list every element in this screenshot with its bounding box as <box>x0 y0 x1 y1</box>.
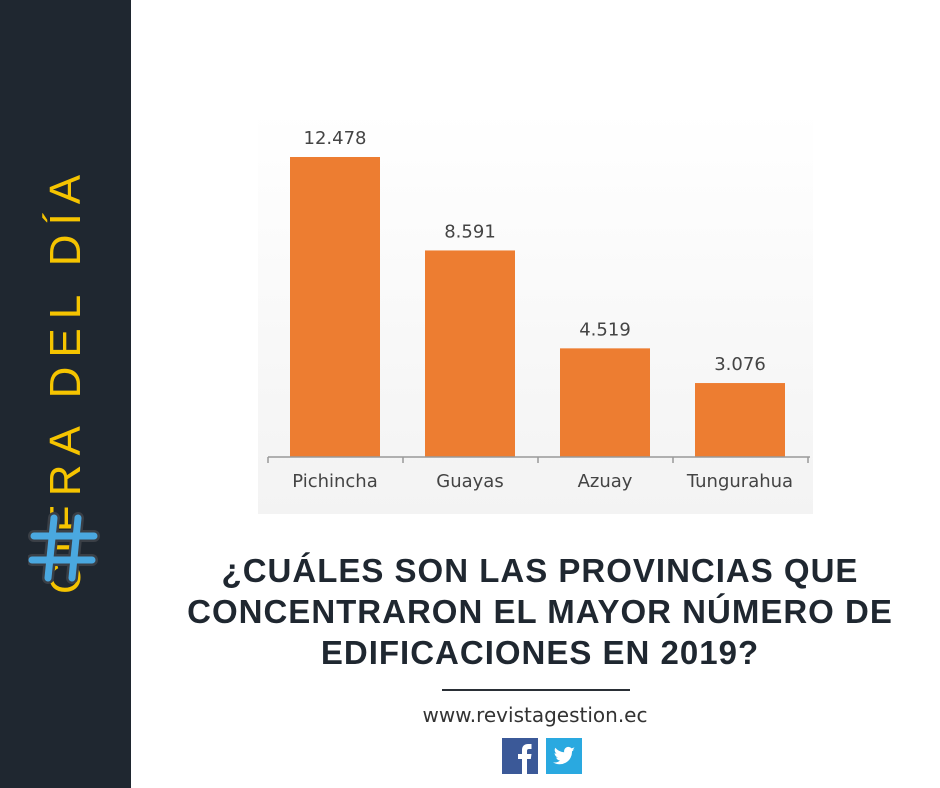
bar-azuay <box>560 348 650 457</box>
data-label: 12.478 <box>304 128 367 149</box>
x-tick-label: Guayas <box>436 471 503 492</box>
data-label: 8.591 <box>444 221 496 242</box>
sidebar: CIFRA DEL DÍA <box>0 0 131 788</box>
divider <box>442 689 630 691</box>
twitter-icon[interactable] <box>546 738 582 774</box>
hashtag-icon <box>28 512 100 584</box>
x-tick-label: Pichincha <box>292 471 378 492</box>
bar-guayas <box>425 250 515 457</box>
bar-pichincha <box>290 157 380 457</box>
x-tick-label: Tungurahua <box>686 471 793 492</box>
bar-chart: 12.478 Pichincha 8.591 Guayas 4.519 Azuay 3.07… <box>258 110 813 514</box>
x-tick-label: Azuay <box>578 471 633 492</box>
website-link[interactable]: www.revistagestion.ec <box>422 703 648 727</box>
facebook-icon[interactable] <box>502 738 538 774</box>
data-label: 3.076 <box>714 354 766 375</box>
data-label: 4.519 <box>579 319 631 340</box>
bar-tungurahua <box>695 383 785 457</box>
question-heading: ¿CUÁLES SON LAS PROVINCIAS QUE CONCENTRA… <box>187 552 893 671</box>
